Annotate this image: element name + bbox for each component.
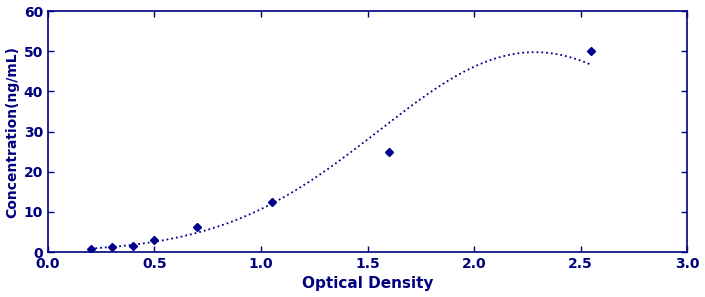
Y-axis label: Concentration(ng/mL): Concentration(ng/mL) bbox=[6, 45, 20, 217]
X-axis label: Optical Density: Optical Density bbox=[302, 277, 434, 291]
